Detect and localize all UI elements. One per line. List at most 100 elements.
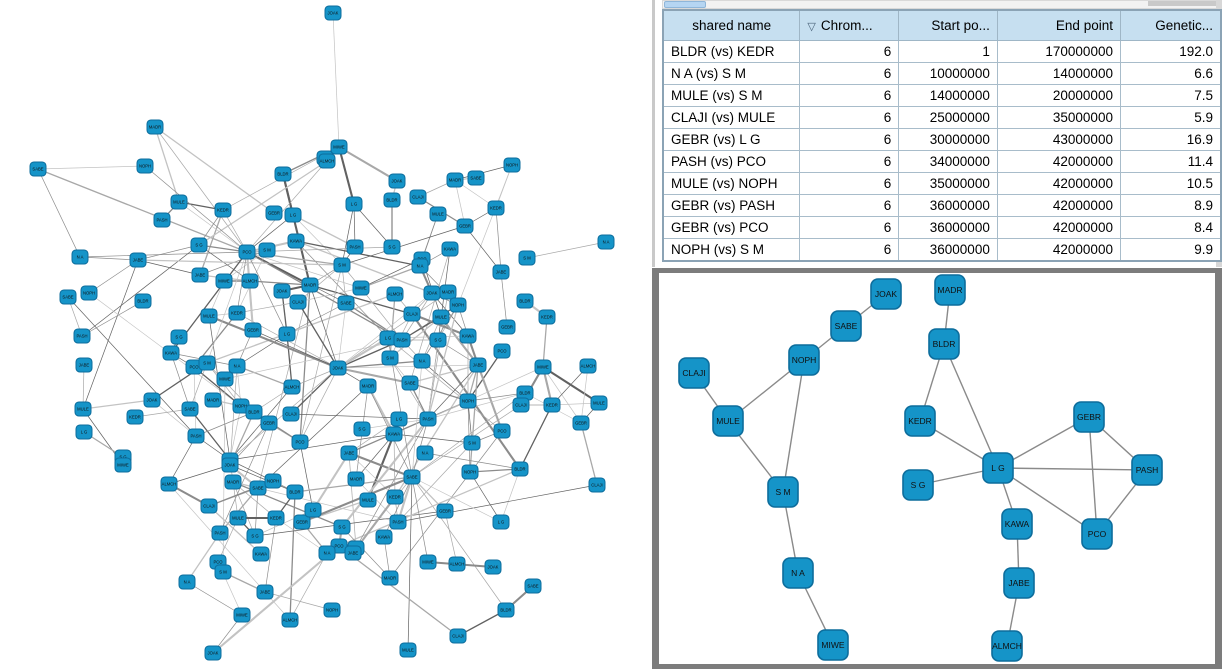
network-node[interactable]: MADR bbox=[301, 277, 319, 293]
network-node[interactable]: GEBR bbox=[436, 503, 454, 519]
network-node[interactable]: CLAJI bbox=[678, 357, 710, 389]
column-header-genetic---[interactable]: Genetic... bbox=[1119, 9, 1222, 41]
network-node[interactable]: PCO bbox=[238, 244, 256, 260]
network-node[interactable]: NOPH bbox=[503, 157, 521, 173]
table-row[interactable]: PASH (vs) PCO 6 34000000 42000000 11.4 bbox=[662, 150, 1222, 173]
network-node[interactable]: MIWE bbox=[114, 457, 132, 473]
cell-value[interactable]: 35000000 bbox=[898, 172, 998, 195]
network-node[interactable]: PASH bbox=[187, 428, 205, 444]
network-node[interactable]: NOPH bbox=[459, 393, 477, 409]
cell-value[interactable]: 6.6 bbox=[1119, 62, 1222, 85]
cell-value[interactable]: 10000000 bbox=[898, 62, 998, 85]
network-node[interactable]: GEBR bbox=[265, 205, 283, 221]
network-node[interactable]: JOAK bbox=[484, 559, 502, 575]
cell-shared-name[interactable]: BLDR (vs) KEDR bbox=[662, 40, 801, 63]
network-node[interactable]: KEDR bbox=[904, 405, 936, 437]
network-node[interactable]: MULE bbox=[429, 206, 447, 222]
cell-value[interactable]: 6 bbox=[799, 172, 900, 195]
network-node[interactable]: PASH bbox=[153, 212, 171, 228]
network-node[interactable]: CLAJI bbox=[282, 406, 300, 422]
network-node[interactable]: JOAK bbox=[423, 285, 441, 301]
cell-value[interactable]: 6 bbox=[799, 128, 900, 151]
table-row[interactable]: NOPH (vs) S M 6 36000000 42000000 9.9 bbox=[662, 238, 1222, 262]
network-node[interactable]: L G bbox=[304, 502, 322, 518]
cell-shared-name[interactable]: MULE (vs) S M bbox=[662, 84, 801, 107]
network-node[interactable]: JABE bbox=[344, 545, 362, 561]
network-node[interactable]: ALMCH bbox=[241, 273, 259, 289]
cell-shared-name[interactable]: GEBR (vs) L G bbox=[662, 128, 801, 151]
network-node[interactable]: MADR bbox=[359, 378, 377, 394]
network-node[interactable]: BLDR bbox=[286, 484, 304, 500]
scrollbar-thumb[interactable] bbox=[664, 1, 706, 8]
network-node[interactable]: KEDR bbox=[487, 200, 505, 216]
network-node[interactable]: S M bbox=[463, 435, 481, 451]
network-node[interactable]: JOAK bbox=[143, 392, 161, 408]
network-node[interactable]: MIWE bbox=[352, 280, 370, 296]
network-node[interactable]: S M bbox=[333, 257, 351, 273]
network-node[interactable]: ALMCH bbox=[579, 358, 597, 374]
network-node[interactable]: MADR bbox=[439, 284, 457, 300]
network-node[interactable]: BLDR bbox=[134, 293, 152, 309]
network-node[interactable]: CLAJI bbox=[512, 397, 530, 413]
network-node[interactable]: S G bbox=[383, 239, 401, 255]
network-node[interactable]: BLDR bbox=[511, 461, 529, 477]
cell-shared-name[interactable]: N A (vs) S M bbox=[662, 62, 801, 85]
network-node[interactable]: MADR bbox=[204, 392, 222, 408]
network-node[interactable]: JOAK bbox=[388, 173, 406, 189]
cell-shared-name[interactable]: PASH (vs) PCO bbox=[662, 150, 801, 173]
network-node[interactable]: JABE bbox=[129, 252, 147, 268]
cell-value[interactable]: 14000000 bbox=[898, 84, 998, 107]
network-node[interactable]: CLAJI bbox=[588, 477, 606, 493]
network-node[interactable]: S G bbox=[333, 519, 351, 535]
network-node[interactable]: NOPH bbox=[136, 158, 154, 174]
network-node[interactable]: MIWE bbox=[534, 359, 552, 375]
network-node[interactable]: S M bbox=[258, 242, 276, 258]
network-node[interactable]: NOPH bbox=[449, 297, 467, 313]
network-node[interactable]: ALMCH bbox=[318, 153, 336, 169]
network-node[interactable]: ALMCH bbox=[283, 379, 301, 395]
network-node[interactable]: GEBR bbox=[260, 415, 278, 431]
network-node[interactable]: SABE bbox=[830, 310, 862, 342]
network-node[interactable]: N A bbox=[318, 545, 336, 561]
table-row[interactable]: GEBR (vs) L G 6 30000000 43000000 16.9 bbox=[662, 128, 1222, 151]
network-node[interactable]: GEBR bbox=[498, 319, 516, 335]
network-node[interactable]: JOAK bbox=[870, 278, 902, 310]
network-node[interactable]: PASH bbox=[1131, 454, 1163, 486]
network-node[interactable]: MIWE bbox=[215, 273, 233, 289]
cell-value[interactable]: 6 bbox=[799, 238, 900, 262]
cell-value[interactable]: 42000000 bbox=[996, 172, 1121, 195]
network-node[interactable]: JOAK bbox=[221, 457, 239, 473]
network-node[interactable]: SABE bbox=[403, 469, 421, 485]
network-node[interactable]: GEBR bbox=[1073, 401, 1105, 433]
table-row[interactable]: CLAJI (vs) MULE 6 25000000 35000000 5.9 bbox=[662, 106, 1222, 129]
network-node[interactable]: KAWA bbox=[375, 529, 393, 545]
network-node[interactable]: MIWE bbox=[419, 554, 437, 570]
cell-shared-name[interactable]: CLAJI (vs) MULE bbox=[662, 106, 801, 129]
cell-shared-name[interactable]: NOPH (vs) S M bbox=[662, 238, 801, 262]
cell-value[interactable]: 5.9 bbox=[1119, 106, 1222, 129]
network-node[interactable]: N A bbox=[413, 353, 431, 369]
network-node[interactable]: S G bbox=[190, 237, 208, 253]
network-node[interactable]: SABE bbox=[337, 295, 355, 311]
network-node[interactable]: KEDR bbox=[543, 397, 561, 413]
cell-value[interactable]: 11.4 bbox=[1119, 150, 1222, 173]
network-node[interactable]: NOPH bbox=[323, 602, 341, 618]
network-node[interactable]: L G bbox=[982, 452, 1014, 484]
network-node[interactable]: MULE bbox=[359, 492, 377, 508]
cell-value[interactable]: 10.5 bbox=[1119, 172, 1222, 195]
network-node[interactable]: N A bbox=[71, 249, 89, 265]
network-node[interactable]: NOPH bbox=[788, 344, 820, 376]
cell-value[interactable]: 34000000 bbox=[898, 150, 998, 173]
network-node[interactable]: CLAJI bbox=[200, 498, 218, 514]
network-node[interactable]: BLDR bbox=[516, 293, 534, 309]
cell-value[interactable]: 1 bbox=[898, 40, 998, 63]
cell-value[interactable]: 8.9 bbox=[1119, 194, 1222, 217]
network-node[interactable]: KAWA bbox=[287, 233, 305, 249]
network-node[interactable]: SABE bbox=[401, 375, 419, 391]
cell-shared-name[interactable]: MULE (vs) NOPH bbox=[662, 172, 801, 195]
network-node[interactable]: SABE bbox=[467, 170, 485, 186]
network-node[interactable]: MULE bbox=[432, 309, 450, 325]
network-node[interactable]: SABE bbox=[59, 289, 77, 305]
network-node[interactable]: L G bbox=[345, 196, 363, 212]
network-node[interactable]: JABE bbox=[191, 267, 209, 283]
